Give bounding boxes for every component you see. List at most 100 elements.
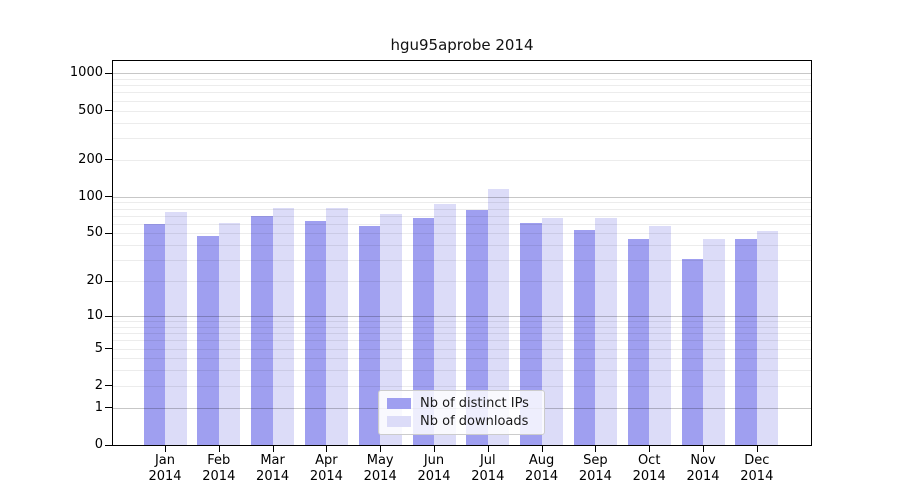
- y-tick-mark: [105, 72, 112, 74]
- bar-downloads-jan: [165, 212, 187, 445]
- bar-downloads-dec: [756, 231, 779, 445]
- x-tick-label-year: 2014: [363, 469, 397, 484]
- y-tick-mark: [105, 232, 112, 234]
- y-tick-label: 100: [78, 188, 103, 204]
- minor-gridline: [113, 340, 811, 342]
- x-tick-label-month: Nov: [690, 453, 716, 468]
- y-tick-mark: [105, 444, 112, 446]
- bar-downloads-jun: [434, 204, 456, 445]
- x-tick-label-year: 2014: [417, 469, 451, 484]
- bar-downloads-aug: [541, 218, 564, 445]
- x-tick-mark: [165, 446, 166, 452]
- x-tick-label-month: Apr: [315, 453, 338, 468]
- bar-distinct-ips-nov: [681, 258, 703, 445]
- bar-distinct-ips-oct: [627, 239, 650, 445]
- x-tick-label-year: 2014: [309, 469, 343, 484]
- chart-title: hgu95aprobe 2014: [390, 36, 534, 54]
- x-tick-label-year: 2014: [578, 469, 612, 484]
- minor-gridline: [113, 215, 811, 217]
- x-tick-label-year: 2014: [202, 469, 236, 484]
- bar-distinct-ips-feb: [197, 235, 219, 445]
- x-tick-label-year: 2014: [256, 469, 290, 484]
- legend-label-downloads: Nb of downloads: [420, 414, 529, 429]
- major-gridline: [113, 196, 811, 198]
- x-tick-label-month: Oct: [637, 453, 661, 468]
- minor-gridline: [113, 385, 811, 387]
- minor-gridline: [113, 245, 811, 247]
- minor-gridline: [113, 281, 811, 283]
- y-tick-mark: [105, 385, 112, 387]
- x-tick-label-year: 2014: [148, 469, 182, 484]
- x-tick-label-month: Sep: [583, 453, 608, 468]
- bar-downloads-nov: [703, 239, 725, 445]
- minor-gridline: [113, 159, 811, 161]
- x-tick-mark: [487, 446, 489, 452]
- x-tick-label-month: Mar: [260, 453, 285, 468]
- minor-gridline: [113, 202, 811, 204]
- minor-gridline: [113, 326, 811, 328]
- y-tick-mark: [105, 159, 112, 161]
- minor-gridline: [113, 233, 811, 235]
- minor-gridline: [113, 85, 811, 87]
- y-tick-mark: [105, 110, 112, 111]
- minor-gridline: [113, 110, 811, 112]
- bar-downloads-may: [380, 214, 402, 445]
- minor-gridline: [113, 208, 811, 210]
- legend: Nb of distinct IPs Nb of downloads: [378, 390, 545, 435]
- y-tick-label: 500: [78, 102, 103, 118]
- x-tick-mark: [649, 446, 651, 452]
- x-tick-mark: [272, 446, 274, 452]
- x-tick-label-year: 2014: [686, 469, 720, 484]
- minor-gridline: [113, 358, 811, 360]
- bar-distinct-ips-aug: [520, 222, 542, 445]
- bar-distinct-ips-dec: [735, 239, 757, 445]
- bar-distinct-ips-sep: [573, 230, 596, 445]
- legend-swatch-downloads: [387, 416, 411, 427]
- y-tick-label: 1: [94, 399, 103, 415]
- bar-downloads-feb: [218, 222, 241, 445]
- legend-item-distinct-ips: Nb of distinct IPs: [387, 396, 536, 411]
- x-tick-mark: [326, 446, 328, 452]
- minor-gridline: [113, 333, 811, 335]
- bar-downloads-apr: [326, 207, 348, 445]
- x-tick-label-month: Feb: [207, 453, 231, 468]
- y-tick-mark: [105, 315, 112, 317]
- y-tick-mark: [105, 407, 112, 409]
- bar-distinct-ips-apr: [304, 221, 327, 445]
- bar-distinct-ips-mar: [251, 215, 273, 445]
- bar-distinct-ips-jul: [466, 209, 488, 445]
- x-tick-mark: [703, 446, 704, 452]
- minor-gridline: [113, 348, 811, 350]
- y-tick-label: 10: [86, 308, 103, 323]
- minor-gridline: [113, 92, 811, 94]
- bar-downloads-sep: [595, 218, 617, 445]
- x-tick-label-year: 2014: [632, 469, 666, 484]
- x-tick-mark: [541, 446, 543, 452]
- major-gridline: [113, 316, 811, 317]
- x-tick-label-year: 2014: [740, 469, 774, 484]
- bar-downloads-mar: [272, 207, 295, 445]
- x-tick-mark: [380, 446, 382, 452]
- x-tick-label-month: May: [366, 453, 394, 468]
- legend-label-distinct-ips: Nb of distinct IPs: [420, 396, 529, 411]
- x-tick-label-year: 2014: [525, 469, 559, 484]
- y-tick-mark: [105, 348, 112, 350]
- y-tick-label: 50: [86, 225, 103, 241]
- minor-gridline: [113, 122, 811, 124]
- minor-gridline: [113, 260, 811, 262]
- x-tick-label-year: 2014: [471, 469, 505, 484]
- y-tick-label: 20: [86, 273, 103, 289]
- y-tick-mark: [105, 280, 112, 282]
- y-tick-label: 200: [78, 151, 103, 167]
- minor-gridline: [113, 223, 811, 225]
- bar-distinct-ips-jan: [143, 223, 165, 445]
- y-tick-label: 1000: [69, 65, 103, 81]
- minor-gridline: [113, 78, 811, 80]
- x-tick-mark: [218, 446, 220, 452]
- legend-swatch-distinct-ips: [387, 398, 411, 409]
- x-tick-mark: [434, 446, 435, 452]
- plot-area: [112, 60, 812, 446]
- y-tick-mark: [105, 196, 112, 198]
- minor-gridline: [113, 137, 811, 139]
